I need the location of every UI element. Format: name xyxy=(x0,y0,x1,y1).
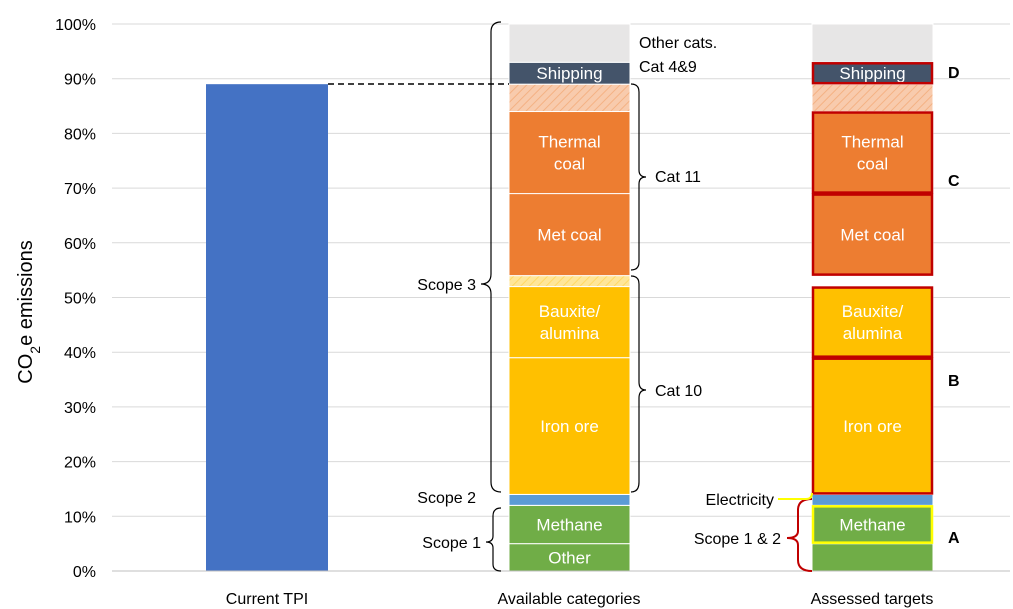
segment-other-cats xyxy=(811,23,934,63)
segment-label-iron-ore: Iron ore xyxy=(540,417,599,436)
annotation-brackets xyxy=(480,21,813,572)
scope3-brace xyxy=(480,21,502,493)
x-axis-category-labels: Current TPI Available categories Assessed … xyxy=(226,591,934,608)
bar-current-tpi xyxy=(206,84,328,572)
segment-other-cats xyxy=(508,23,631,63)
outline-shipping xyxy=(811,62,934,85)
outline-bauxite xyxy=(811,286,934,358)
y-axis-tick-labels: 0% 10% 20% 30% 40% 50% 60% 70% 80% 90% 100% xyxy=(55,17,96,581)
outline-iron-ore xyxy=(811,357,934,495)
scope-1-2-label: Scope 1 & 2 xyxy=(694,531,781,548)
letter-d: D xyxy=(948,65,960,82)
segment-thermal-coal xyxy=(508,111,631,195)
segment-label-bauxite: Bauxite/alumina xyxy=(539,302,601,343)
y-axis-label: CO2e emissions xyxy=(15,240,43,383)
segment-label-shipping: Shipping xyxy=(839,64,905,83)
segment-methane xyxy=(508,504,631,545)
outline-thermal-coal xyxy=(811,111,934,194)
segment-cat10-other xyxy=(811,275,934,288)
segment-bauxite xyxy=(811,286,934,359)
segment-label-methane: Methane xyxy=(536,516,602,535)
segment-iron-ore xyxy=(508,357,631,495)
y-tick-label: 10% xyxy=(64,509,96,526)
electricity-callout-hook xyxy=(805,492,813,500)
y-tick-label: 60% xyxy=(64,236,96,253)
segment-label-thermal-coal: Thermal coal xyxy=(538,133,600,174)
y-tick-label: 90% xyxy=(64,72,96,89)
cat-11-label: Cat 11 xyxy=(655,169,701,186)
letter-a: A xyxy=(948,530,960,547)
segment-label-methane: Methane xyxy=(839,516,905,535)
segment-cat11-other xyxy=(508,83,631,113)
segment-thermal-coal xyxy=(811,111,934,195)
segment-met-coal xyxy=(508,193,631,277)
segment-electricity xyxy=(811,493,934,506)
segment-label-shipping: Shipping xyxy=(536,64,602,83)
annotations: Other cats. Cat 4&9 Cat 11 Scope 3 Cat 1… xyxy=(417,35,960,552)
segment-label-iron-ore: Iron ore xyxy=(843,417,902,436)
cat11-brace xyxy=(630,83,647,271)
letter-c: C xyxy=(948,173,960,190)
segment-other xyxy=(811,543,934,572)
y-tick-label: 30% xyxy=(64,400,96,417)
scope-1-label: Scope 1 xyxy=(422,535,481,552)
y-tick-label: 70% xyxy=(64,181,96,198)
y-tick-label: 100% xyxy=(55,17,96,34)
electricity-label: Electricity xyxy=(706,492,774,509)
cat-10-label: Cat 10 xyxy=(655,383,702,400)
cat-4-9-label: Cat 4&9 xyxy=(639,59,697,76)
segment-label-thermal-coal: Thermal coal xyxy=(841,133,903,174)
y-tick-label: 0% xyxy=(73,564,96,581)
x-category-label: Current TPI xyxy=(226,591,308,608)
segment-label-met-coal: Met coal xyxy=(537,226,601,245)
outline-methane xyxy=(811,505,934,544)
segment-cat11-other xyxy=(811,83,934,113)
segment-cat10-other xyxy=(508,275,631,288)
x-category-label: Assessed targets xyxy=(811,591,934,608)
scope1-brace xyxy=(485,507,502,572)
outline-met-coal xyxy=(811,193,934,276)
other-cats-label: Other cats. xyxy=(639,35,717,52)
segment-electricity xyxy=(508,493,631,506)
target-outlines xyxy=(811,62,934,544)
segment-labels: Other Methane Iron ore Bauxite/alumina Met c… xyxy=(536,64,905,567)
cat10-brace xyxy=(630,275,647,493)
segment-bauxite xyxy=(508,286,631,359)
scope-3-label: Scope 3 xyxy=(417,277,476,294)
segment-label-other: Other xyxy=(548,548,591,567)
letter-b: B xyxy=(948,373,960,390)
y-tick-label: 40% xyxy=(64,345,96,362)
bars xyxy=(206,23,934,572)
segment-met-coal xyxy=(811,193,934,277)
x-category-label: Available categories xyxy=(498,591,641,608)
y-tick-label: 50% xyxy=(64,291,96,308)
scope-1-2-bracket xyxy=(786,498,813,572)
y-tick-label: 20% xyxy=(64,455,96,472)
segment-label-bauxite: Bauxite/alumina xyxy=(842,302,904,343)
segment-label-met-coal: Met coal xyxy=(840,226,904,245)
scope-2-label: Scope 2 xyxy=(417,490,476,507)
y-tick-label: 80% xyxy=(64,126,96,143)
